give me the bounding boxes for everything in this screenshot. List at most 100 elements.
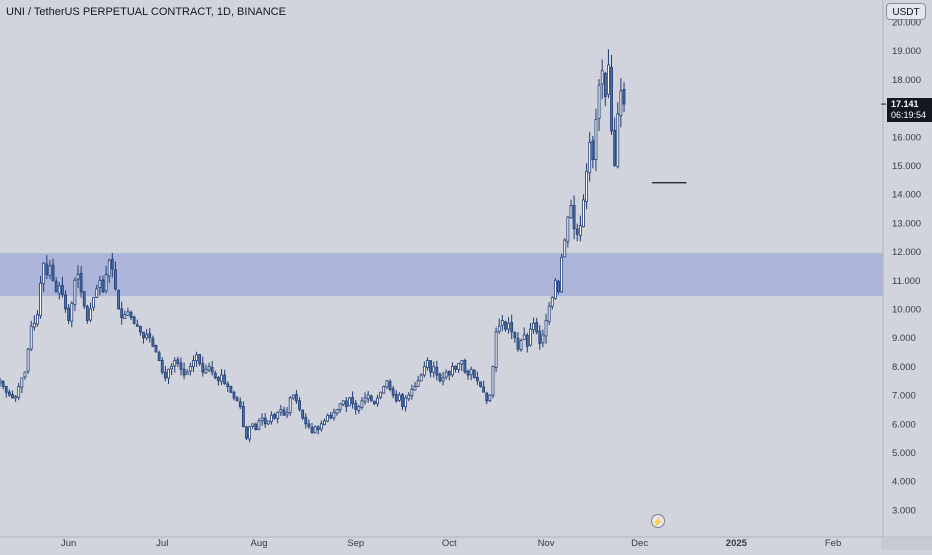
candle-body xyxy=(385,380,389,388)
candle-body xyxy=(241,406,245,428)
candle-body xyxy=(469,368,473,376)
y-tick-label: 19.000 xyxy=(892,46,921,57)
lightning-icon[interactable]: ⚡ xyxy=(651,514,665,528)
candle-body xyxy=(173,360,177,367)
candle-body xyxy=(525,334,529,347)
candle-body xyxy=(198,353,202,364)
y-tick-label: 10.000 xyxy=(892,305,921,316)
candle-body xyxy=(254,423,258,430)
candle-body xyxy=(357,406,361,411)
candle-body xyxy=(591,140,595,161)
candle-body xyxy=(167,368,170,379)
candle-body xyxy=(407,394,411,400)
candle-body xyxy=(36,314,39,325)
candle-body xyxy=(17,386,21,398)
candle-body xyxy=(148,333,152,339)
candle-body xyxy=(210,367,214,373)
candle-body xyxy=(354,402,358,410)
candle-body xyxy=(192,360,195,368)
y-tick-label: 18.000 xyxy=(892,75,921,86)
candle-body xyxy=(560,256,564,293)
candle-body xyxy=(373,400,376,405)
currency-selector[interactable]: USDT xyxy=(886,3,926,20)
candle-body xyxy=(295,394,298,402)
x-tick-label: Dec xyxy=(631,538,648,549)
candle-body xyxy=(248,426,252,440)
candle-body xyxy=(310,426,314,433)
candle-body xyxy=(535,322,539,333)
candle-body xyxy=(154,344,158,353)
candle-body xyxy=(185,371,189,375)
candle-body xyxy=(232,391,236,399)
candle-body xyxy=(597,84,601,119)
candle-body xyxy=(572,204,576,230)
candle-body xyxy=(101,279,105,293)
candle-body xyxy=(619,90,623,117)
candle-body xyxy=(217,377,220,382)
candle-body xyxy=(270,414,273,422)
candle-body xyxy=(110,259,114,270)
candle-body xyxy=(263,417,267,425)
candle-body xyxy=(170,365,174,370)
candle-body xyxy=(376,397,379,405)
candle-body xyxy=(326,414,330,422)
candle-body xyxy=(500,320,504,326)
candle-body xyxy=(304,416,308,425)
y-tick-label: 5.000 xyxy=(892,448,916,459)
symbol-title[interactable]: UNI / TetherUS PERPETUAL CONTRACT, 1D, B… xyxy=(6,6,286,18)
bar-countdown: 06:19:54 xyxy=(891,110,927,120)
candle-body xyxy=(120,308,124,319)
candle-body xyxy=(195,354,198,362)
last-price-label: 17.141 06:19:54 xyxy=(887,98,932,122)
candle-body xyxy=(279,409,283,413)
candle-body xyxy=(64,294,67,310)
candle-body xyxy=(578,225,582,237)
axis-corner[interactable] xyxy=(883,537,932,550)
x-tick-label: Jul xyxy=(156,538,168,549)
candle-body xyxy=(54,280,58,293)
candle-body xyxy=(29,325,33,350)
candle-body xyxy=(435,366,439,376)
candle-body xyxy=(298,400,301,410)
candle-body xyxy=(563,239,567,258)
candle-body xyxy=(82,291,86,307)
candle-body xyxy=(594,119,598,160)
candle-body xyxy=(45,263,49,275)
candle-body xyxy=(229,385,233,393)
y-tick-label: 11.000 xyxy=(892,276,920,287)
candle-body xyxy=(92,297,96,309)
candle-body xyxy=(291,394,295,399)
candle-body xyxy=(550,297,554,307)
candle-body xyxy=(213,372,217,379)
candle-body xyxy=(532,322,535,330)
candle-body xyxy=(235,397,239,402)
candle-body xyxy=(316,426,320,430)
y-tick-label: 4.000 xyxy=(892,477,916,488)
candle-body xyxy=(585,170,588,202)
candle-body xyxy=(460,360,464,365)
candle-body xyxy=(273,413,276,419)
candle-body xyxy=(207,365,211,371)
candle-body xyxy=(51,264,55,281)
candle-body xyxy=(73,279,77,305)
candle-body xyxy=(32,322,36,328)
candle-body xyxy=(348,397,351,407)
candle-body xyxy=(151,337,155,347)
candle-body xyxy=(522,334,526,340)
candle-body xyxy=(145,334,149,339)
candle-body xyxy=(519,340,523,350)
candle-body xyxy=(7,391,11,396)
candle-body xyxy=(379,391,383,398)
candle-body xyxy=(117,289,120,310)
candle-body xyxy=(139,326,142,333)
candle-body xyxy=(57,285,61,294)
candle-body xyxy=(544,320,548,337)
x-tick-label: Aug xyxy=(251,538,268,549)
candle-body xyxy=(126,311,130,316)
candle-body xyxy=(603,72,607,98)
y-tick-label: 9.000 xyxy=(892,333,916,344)
candle-body xyxy=(182,368,186,376)
candle-body xyxy=(89,308,92,321)
